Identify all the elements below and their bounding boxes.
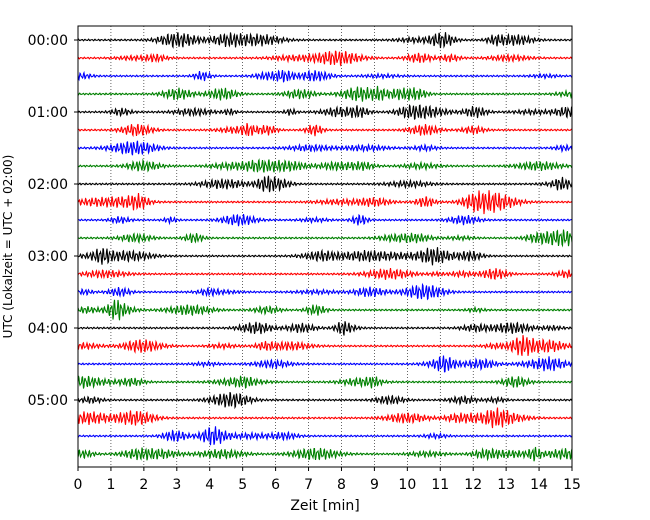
x-tick-label: 7	[304, 477, 313, 493]
y-axis-title: UTC (Lokalzeit = UTC + 02:00)	[1, 155, 15, 339]
trace-14	[77, 268, 573, 281]
trace-4	[77, 85, 573, 102]
trace-23	[77, 426, 573, 446]
trace-24	[77, 446, 573, 462]
y-tick-label: 01:00	[28, 105, 68, 121]
plot-frame	[77, 25, 573, 468]
y-axis-ticks: 00:00 01:00 02:00 03:00 04:00 05:00	[28, 33, 78, 409]
trace-18	[77, 335, 573, 356]
y-tick-label: 05:00	[28, 393, 68, 409]
trace-22	[77, 407, 573, 429]
seismic-traces	[77, 32, 573, 462]
x-tick-label: 11	[431, 477, 449, 493]
x-axis-ticks: 0 1 2 3 4 5 6 7 8 9 10 11 12 13 14 15	[74, 467, 581, 493]
x-tick-label: 2	[139, 477, 148, 493]
x-axis-title: Zeit [min]	[290, 498, 359, 514]
trace-19	[77, 355, 573, 373]
trace-2	[77, 50, 573, 67]
trace-6	[77, 122, 573, 138]
y-tick-label: 04:00	[28, 321, 68, 337]
trace-12	[77, 229, 573, 248]
x-tick-label: 9	[370, 477, 379, 493]
x-tick-label: 1	[106, 477, 115, 493]
trace-8	[77, 158, 573, 174]
x-tick-label: 8	[337, 477, 346, 493]
trace-9	[77, 175, 573, 193]
trace-7	[77, 140, 573, 156]
trace-5	[77, 104, 573, 120]
x-tick-label: 5	[238, 477, 247, 493]
x-tick-label: 10	[398, 477, 416, 493]
trace-1	[77, 32, 573, 49]
trace-17	[77, 321, 573, 336]
trace-3	[77, 69, 573, 83]
y-tick-label: 02:00	[28, 177, 68, 193]
x-tick-label: 0	[74, 477, 83, 493]
trace-15	[77, 282, 573, 301]
y-tick-label: 03:00	[28, 249, 68, 265]
trace-20	[77, 375, 573, 390]
trace-16	[77, 299, 573, 321]
x-tick-label: 14	[530, 477, 548, 493]
trace-10	[77, 190, 573, 215]
x-tick-label: 4	[205, 477, 214, 493]
x-tick-label: 13	[497, 477, 515, 493]
x-tick-label: 15	[563, 477, 581, 493]
trace-11	[77, 213, 573, 227]
trace-13	[77, 247, 573, 266]
trace-21	[77, 391, 573, 410]
x-tick-label: 12	[464, 477, 482, 493]
y-tick-label: 00:00	[28, 33, 68, 49]
x-tick-label: 3	[172, 477, 181, 493]
x-tick-label: 6	[271, 477, 280, 493]
